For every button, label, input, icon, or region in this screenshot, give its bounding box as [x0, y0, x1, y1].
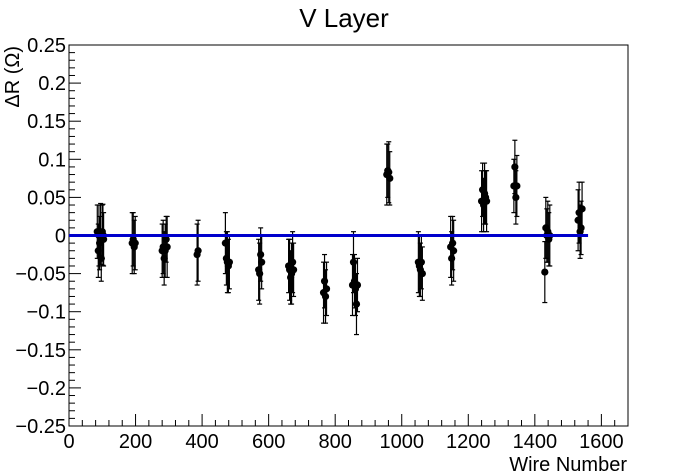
- y-tick-label: −0.05: [15, 264, 66, 286]
- y-tick-label: 0.05: [27, 187, 66, 209]
- data-point: [100, 235, 108, 243]
- x-tick-label: 400: [185, 431, 218, 453]
- x-tick-label: 800: [319, 431, 352, 453]
- data-point: [258, 258, 266, 266]
- data-point: [131, 239, 139, 247]
- y-tick-label: 0.1: [38, 149, 66, 171]
- chart-title: V Layer: [299, 3, 389, 33]
- data-point: [353, 281, 362, 289]
- data-point: [449, 239, 457, 247]
- y-axis-label: ΔR (Ω): [2, 46, 24, 108]
- data-point: [385, 168, 393, 176]
- y-tick-label: −0.15: [15, 340, 66, 362]
- data-point: [257, 250, 265, 259]
- data-point: [322, 285, 331, 293]
- data-point: [450, 247, 458, 255]
- data-point: [289, 266, 298, 274]
- data-point: [418, 270, 426, 278]
- y-tick-label: 0.15: [27, 111, 66, 133]
- data-point: [352, 300, 361, 308]
- y-tick-label: −0.1: [27, 302, 66, 324]
- data-point: [417, 258, 425, 266]
- x-tick-label: 600: [252, 431, 285, 453]
- y-tick-label: 0.25: [27, 35, 66, 57]
- data-point: [194, 247, 202, 255]
- data-point: [321, 292, 330, 301]
- data-point: [289, 258, 297, 266]
- data-point: [386, 174, 394, 182]
- data-point: [577, 224, 585, 232]
- data-point: [163, 243, 171, 251]
- data-point: [513, 182, 521, 190]
- data-point: [162, 235, 170, 243]
- y-tick-label: 0: [55, 226, 66, 248]
- data-point: [541, 268, 549, 276]
- data-point: [578, 205, 586, 213]
- data-point: [482, 197, 491, 205]
- x-tick-label: 0: [63, 431, 74, 453]
- data-point: [512, 193, 520, 201]
- y-tick-label: −0.2: [27, 378, 66, 400]
- y-tick-label: 0.2: [38, 73, 66, 95]
- data-point: [225, 258, 233, 266]
- x-axis-label: Wire Number: [509, 454, 627, 473]
- y-tick-label: −0.25: [15, 416, 66, 438]
- x-tick-label: 1000: [379, 431, 424, 453]
- x-tick-label: 1600: [579, 431, 624, 453]
- plot-area: −0.25 −0.2 −0.15 −0.1 −0.05 0 0.05 0.1 0.15 0.2 0.…: [15, 35, 629, 453]
- x-tick-label: 200: [119, 431, 152, 453]
- x-tick-label: 1200: [446, 431, 491, 453]
- x-tick-label: 1400: [513, 431, 558, 453]
